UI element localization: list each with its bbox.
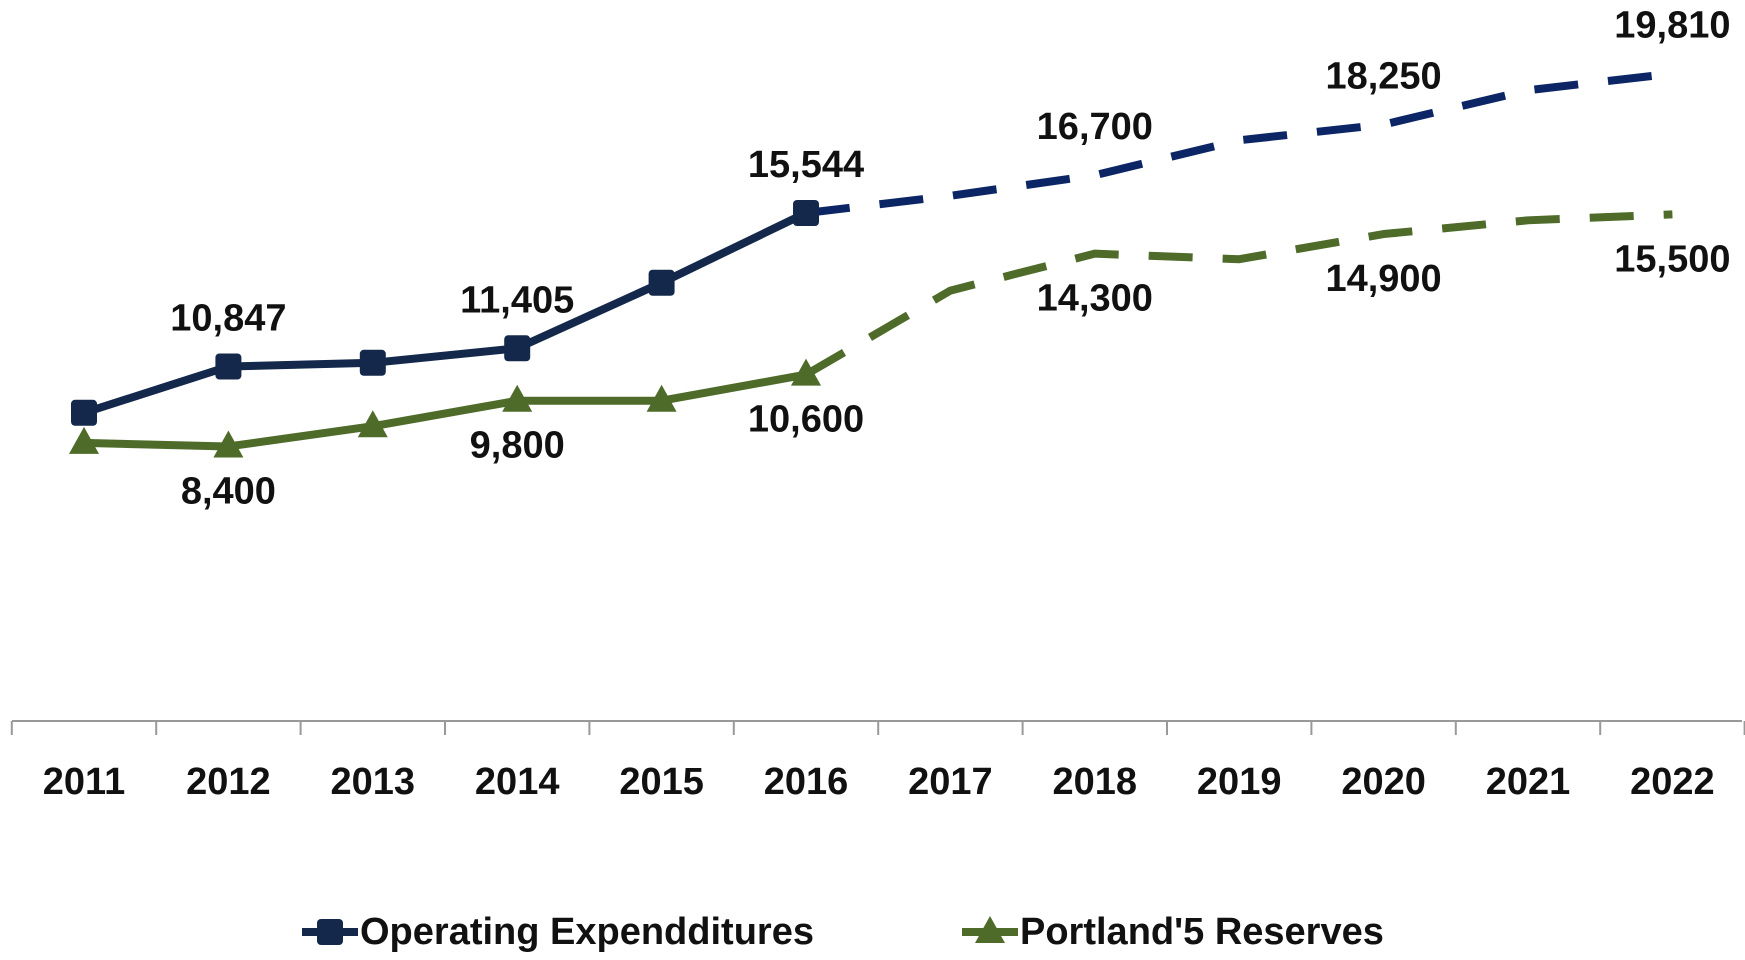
x-tick-label: 2016	[764, 761, 849, 803]
projection-line	[805, 69, 1673, 217]
marker	[317, 919, 343, 945]
marker	[975, 916, 1005, 943]
data-label: 9,800	[470, 425, 565, 467]
data-label: 15,500	[1614, 238, 1730, 280]
x-tick-label: 2012	[186, 761, 271, 803]
marker	[215, 353, 242, 380]
x-tick-label: 2015	[619, 761, 704, 803]
data-label: 14,900	[1325, 258, 1441, 300]
marker	[71, 399, 97, 426]
data-label: 11,405	[460, 279, 574, 321]
data-label: 18,250	[1325, 56, 1441, 98]
x-tick-label: 2013	[331, 761, 416, 803]
marker	[791, 358, 821, 386]
data-label: 15,544	[748, 144, 864, 186]
legend-label: Operating Expendditures	[360, 911, 814, 953]
data-label: 10,600	[748, 399, 864, 441]
projection-line	[803, 210, 1673, 379]
marker	[793, 199, 819, 226]
marker	[359, 349, 386, 376]
x-tick-label: 2021	[1486, 761, 1571, 803]
data-label: 8,400	[181, 471, 276, 513]
x-tick-label: 2019	[1197, 761, 1282, 803]
x-tick-label: 2014	[475, 761, 560, 803]
x-tick-label: 2011	[43, 761, 125, 803]
marker	[504, 335, 531, 362]
marker	[648, 269, 675, 296]
series-line	[82, 209, 808, 417]
data-label: 10,847	[170, 298, 286, 340]
x-tick-label: 2018	[1053, 761, 1138, 803]
data-label: 14,300	[1037, 278, 1153, 320]
legend-label: Portland'5 Reserves	[1020, 911, 1384, 953]
x-tick-label: 2020	[1341, 761, 1426, 803]
marker	[213, 430, 244, 458]
marker	[502, 384, 533, 412]
data-label: 19,810	[1614, 5, 1730, 47]
series-line	[83, 370, 807, 451]
marker	[69, 426, 99, 454]
x-tick-label: 2017	[908, 761, 993, 803]
data-label: 16,700	[1037, 106, 1153, 148]
x-tick-label: 2022	[1630, 761, 1715, 803]
marker	[646, 384, 677, 412]
marker	[357, 410, 388, 438]
